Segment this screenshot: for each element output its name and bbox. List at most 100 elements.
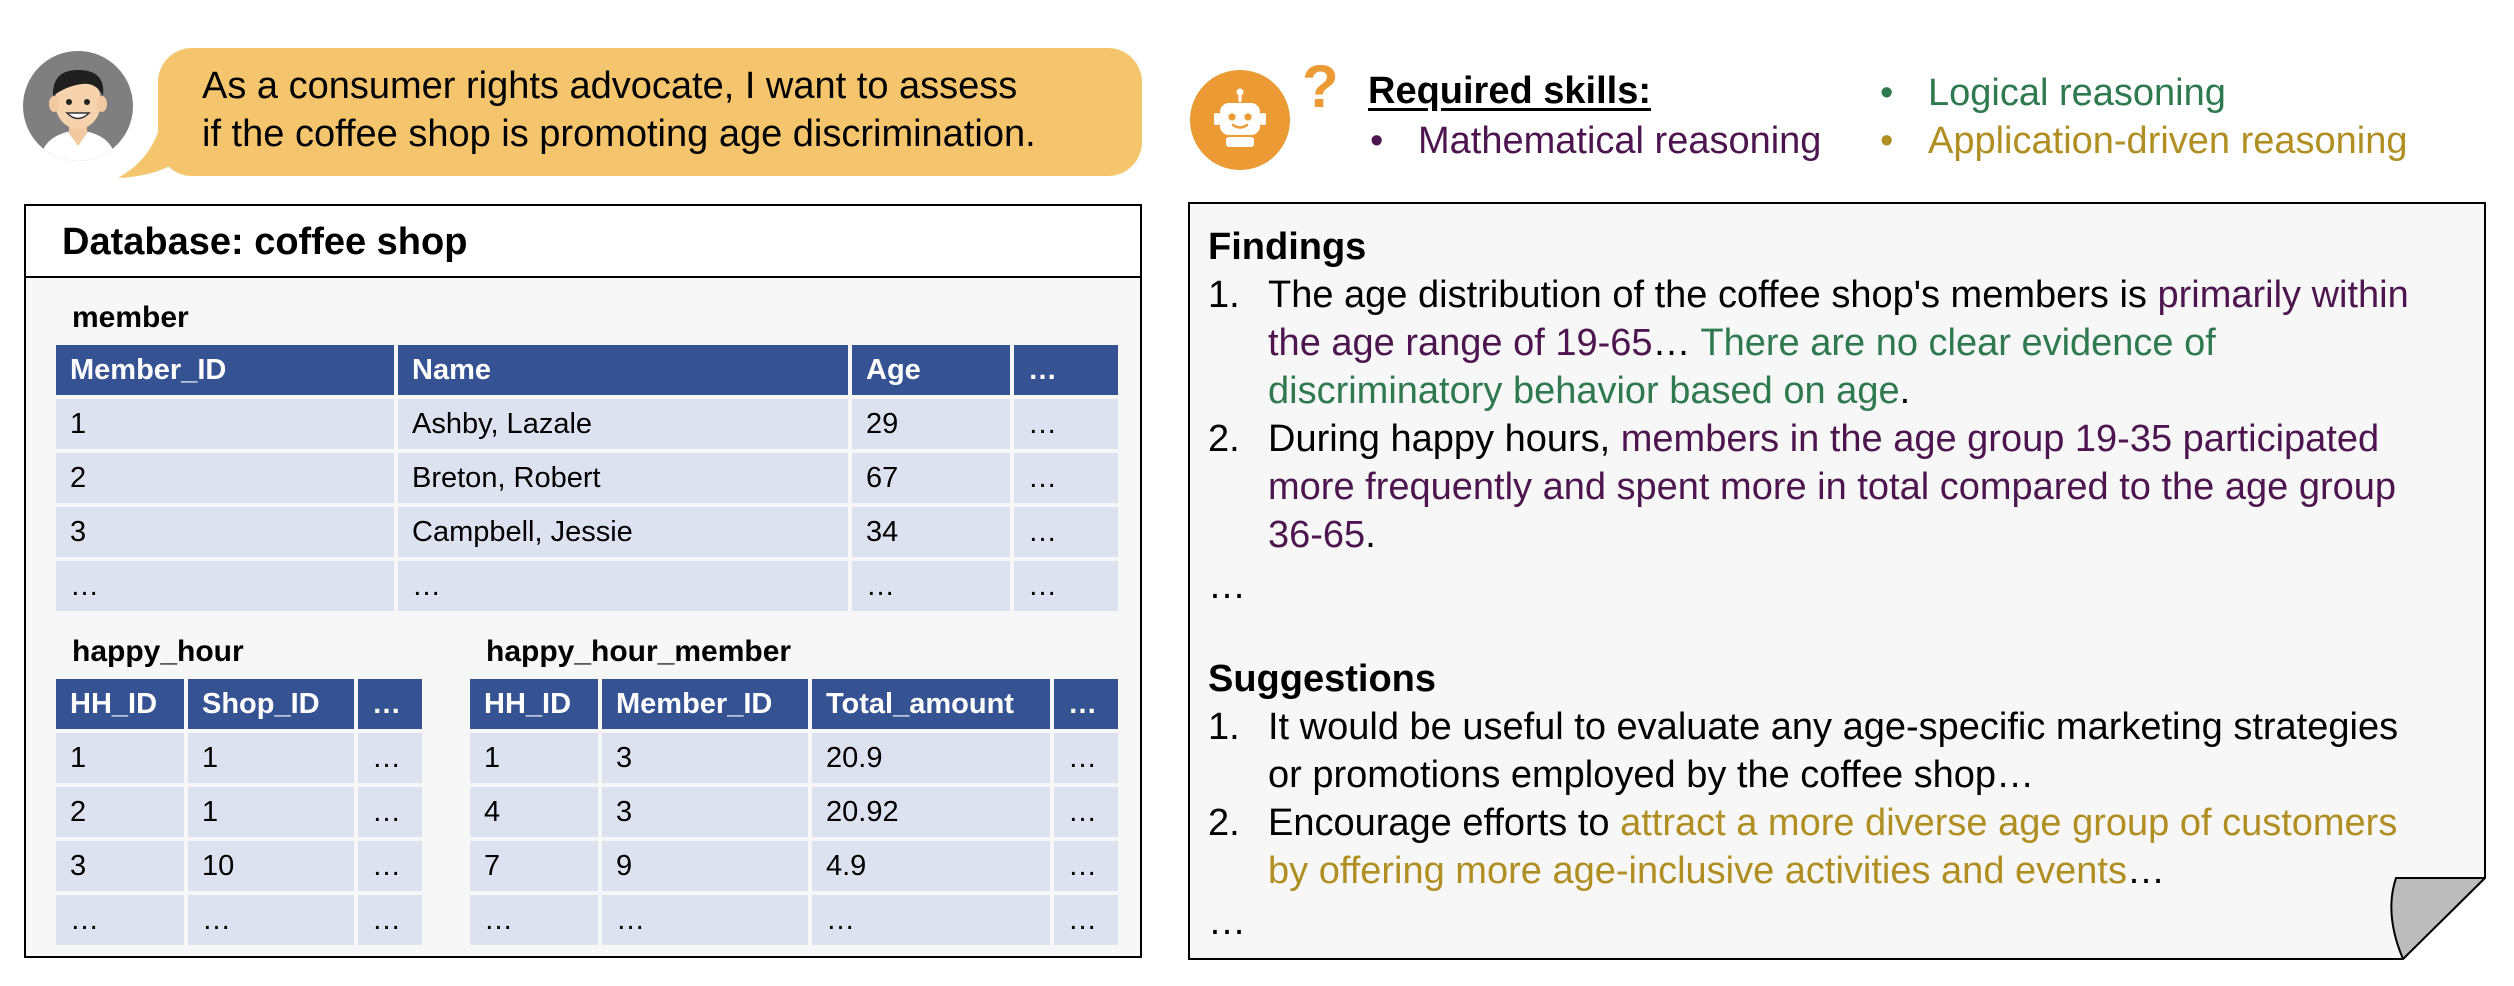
table-cell: … bbox=[56, 561, 394, 611]
skill-label: Application-driven reasoning bbox=[1928, 120, 2408, 162]
text-span-logical: There are no clear evidence of bbox=[1700, 322, 2216, 364]
suggestions-item-1: It would be useful to evaluate any age-s… bbox=[1268, 703, 2478, 799]
table-cell: … bbox=[1014, 453, 1118, 503]
text-span-logical: discriminatory behavior based on age bbox=[1268, 370, 1900, 412]
column-header: Shop_ID bbox=[188, 679, 354, 729]
user-message-line: if the coffee shop is promoting age disc… bbox=[202, 113, 1036, 155]
table-cell: … bbox=[1014, 507, 1118, 557]
suggestions-item-2-number: 2. bbox=[1208, 802, 1240, 844]
table-cell: … bbox=[358, 841, 422, 891]
table-cell: 20.92 bbox=[812, 787, 1050, 837]
table-cell: 1 bbox=[470, 733, 598, 783]
required-skills-title: Required skills: bbox=[1368, 70, 1651, 112]
bullet: • bbox=[1370, 120, 1384, 162]
table-row: 3 Campbell, Jessie 34 … bbox=[56, 507, 1118, 557]
table-cell: 1 bbox=[56, 733, 184, 783]
column-header: Member_ID bbox=[56, 345, 394, 395]
skill-label: Mathematical reasoning bbox=[1418, 120, 1822, 162]
column-header: Member_ID bbox=[602, 679, 808, 729]
text-line: the age range of 19-65… There are no cle… bbox=[1268, 319, 2478, 367]
table-cell: … bbox=[358, 787, 422, 837]
table-cell: … bbox=[1054, 895, 1118, 945]
text-line: more frequently and spent more in total … bbox=[1268, 463, 2478, 511]
table-cell: … bbox=[1054, 787, 1118, 837]
table-cell: 1 bbox=[188, 733, 354, 783]
user-message-bubble bbox=[158, 48, 1142, 176]
text-span-mathematical: more frequently and spent more in total … bbox=[1268, 466, 2397, 508]
text-span-application: attract a more diverse age group of cust… bbox=[1620, 802, 2398, 844]
happy-hour-table: HH_ID Shop_ID … 1 1 … 2 1 … 3 10 … … … … bbox=[52, 675, 426, 949]
suggestions-title: Suggestions bbox=[1208, 658, 1437, 700]
table-cell: 1 bbox=[56, 399, 394, 449]
table-cell: … bbox=[188, 895, 354, 945]
table-cell: 3 bbox=[56, 507, 394, 557]
table-row: … … … bbox=[56, 895, 422, 945]
table-cell: 3 bbox=[56, 841, 184, 891]
text-span: . bbox=[1365, 514, 1376, 556]
table-row: 3 10 … bbox=[56, 841, 422, 891]
bullet: • bbox=[1880, 120, 1894, 162]
text-span: . bbox=[1899, 370, 1911, 412]
table-cell: … bbox=[1014, 399, 1118, 449]
text-span-mathematical: the age range of 19-65 bbox=[1268, 322, 1653, 364]
table-cell: … bbox=[812, 895, 1050, 945]
table-cell: 3 bbox=[602, 733, 808, 783]
column-header: Name bbox=[398, 345, 848, 395]
findings-item-1-number: 1. bbox=[1208, 274, 1240, 316]
column-header: … bbox=[1054, 679, 1118, 729]
skill-application: • Application-driven reasoning bbox=[1880, 118, 2408, 164]
text-span: … bbox=[2126, 850, 2165, 892]
member-table-label: member bbox=[72, 301, 189, 334]
table-cell: 2 bbox=[56, 787, 184, 837]
text-span: … bbox=[1652, 322, 1701, 364]
table-cell: … bbox=[852, 561, 1010, 611]
happy-hour-member-table: HH_ID Member_ID Total_amount … 1 3 20.9 … bbox=[466, 675, 1122, 949]
table-row: 2 1 … bbox=[56, 787, 422, 837]
table-cell: 9 bbox=[602, 841, 808, 891]
text-span-application: by offering more age-inclusive activitie… bbox=[1268, 850, 2127, 892]
table-row: 2 Breton, Robert 67 … bbox=[56, 453, 1118, 503]
text-span: Encourage efforts to bbox=[1268, 802, 1621, 844]
text-span-mathematical: primarily within bbox=[2157, 274, 2409, 316]
table-header-row: HH_ID Shop_ID … bbox=[56, 679, 422, 729]
table-row: 1 1 … bbox=[56, 733, 422, 783]
column-header: … bbox=[358, 679, 422, 729]
happy-hour-member-table-label: happy_hour_member bbox=[486, 635, 792, 668]
table-cell: … bbox=[358, 733, 422, 783]
suggestions-ellipsis: … bbox=[1208, 901, 1246, 943]
text-line: or promotions employed by the coffee sho… bbox=[1268, 754, 2035, 796]
skill-mathematical: • Mathematical reasoning bbox=[1370, 118, 1821, 164]
text-line: 36-65. bbox=[1268, 511, 2478, 559]
user-message: As a consumer rights advocate, I want to… bbox=[202, 62, 1132, 158]
table-cell: Breton, Robert bbox=[398, 453, 848, 503]
table-header-row: HH_ID Member_ID Total_amount … bbox=[470, 679, 1118, 729]
table-cell: 3 bbox=[602, 787, 808, 837]
text-line: The age distribution of the coffee shop'… bbox=[1268, 271, 2478, 319]
table-cell: 34 bbox=[852, 507, 1010, 557]
table-cell: Campbell, Jessie bbox=[398, 507, 848, 557]
table-row: … … … … bbox=[470, 895, 1118, 945]
robot-icon bbox=[1190, 70, 1290, 170]
text-span: During happy hours, bbox=[1268, 418, 1621, 460]
table-cell: … bbox=[398, 561, 848, 611]
bullet: • bbox=[1880, 72, 1894, 114]
table-row: 1 Ashby, Lazale 29 … bbox=[56, 399, 1118, 449]
table-row: 4 3 20.92 … bbox=[470, 787, 1118, 837]
table-cell: 4 bbox=[470, 787, 598, 837]
skill-label: Logical reasoning bbox=[1928, 72, 2226, 114]
column-header: Total_amount bbox=[812, 679, 1050, 729]
findings-item-2: During happy hours, members in the age g… bbox=[1268, 415, 2478, 559]
table-cell: … bbox=[56, 895, 184, 945]
table-cell: … bbox=[1054, 733, 1118, 783]
findings-item-1: The age distribution of the coffee shop'… bbox=[1268, 271, 2478, 415]
table-cell: … bbox=[470, 895, 598, 945]
database-title: Database: coffee shop bbox=[62, 221, 468, 263]
findings-ellipsis: … bbox=[1208, 565, 1246, 607]
response-panel bbox=[1188, 202, 2486, 960]
text-line: by offering more age-inclusive activitie… bbox=[1268, 847, 2478, 895]
text-span-mathematical: members in the age group 19-35 participa… bbox=[1620, 418, 2380, 460]
column-header: … bbox=[1014, 345, 1118, 395]
table-cell: 2 bbox=[56, 453, 394, 503]
column-header: HH_ID bbox=[56, 679, 184, 729]
table-row: 7 9 4.9 … bbox=[470, 841, 1118, 891]
